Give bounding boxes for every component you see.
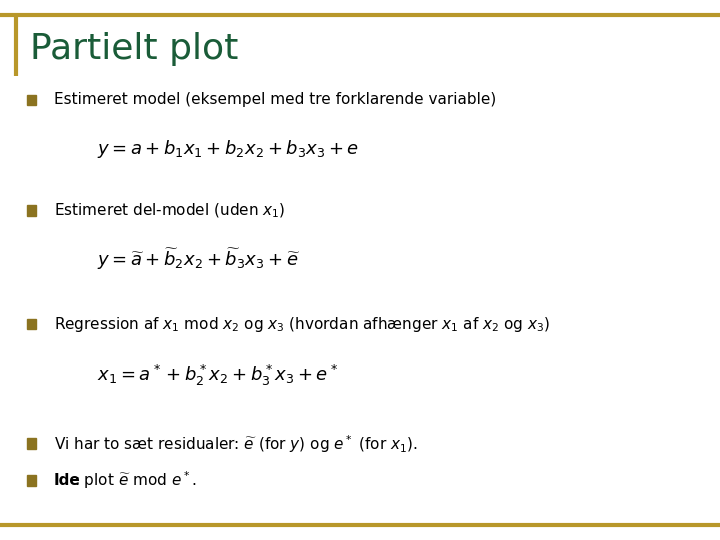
Text: $x_1 = a^* + b_2^* x_2 + b_3^* x_3 + e^*$: $x_1 = a^* + b_2^* x_2 + b_3^* x_3 + e^*… [97,363,338,388]
Bar [27,438,36,449]
Bar [27,205,36,216]
Text: $y = \widetilde{a} + \widetilde{b}_2 x_2 + \widetilde{b}_3 x_3 + \widetilde{e}$: $y = \widetilde{a} + \widetilde{b}_2 x_2… [97,246,301,272]
Bar [27,475,36,486]
Text: Estimeret del-model (uden $x_1$): Estimeret del-model (uden $x_1$) [54,201,285,220]
Text: : plot $\widetilde{e}$ mod $e^*$.: : plot $\widetilde{e}$ mod $e^*$. [74,470,197,491]
Text: Vi har to sæt residualer: $\widetilde{e}$ (for $y$) og $e^*$ (for $x_1$).: Vi har to sæt residualer: $\widetilde{e}… [54,433,418,455]
Bar [27,94,36,105]
Text: Estimeret model (eksempel med tre forklarende variable): Estimeret model (eksempel med tre forkla… [54,92,496,107]
Text: Partielt plot: Partielt plot [30,32,238,65]
Bar [27,319,36,329]
Text: Regression af $x_1$ mod $x_2$ og $x_3$ (hvordan afhænger $x_1$ af $x_2$ og $x_3$: Regression af $x_1$ mod $x_2$ og $x_3$ (… [54,314,550,334]
Text: Ide: Ide [54,473,81,488]
Text: $y = a + b_1 x_1 + b_2 x_2 + b_3 x_3 + e$: $y = a + b_1 x_1 + b_2 x_2 + b_3 x_3 + e… [97,138,359,159]
